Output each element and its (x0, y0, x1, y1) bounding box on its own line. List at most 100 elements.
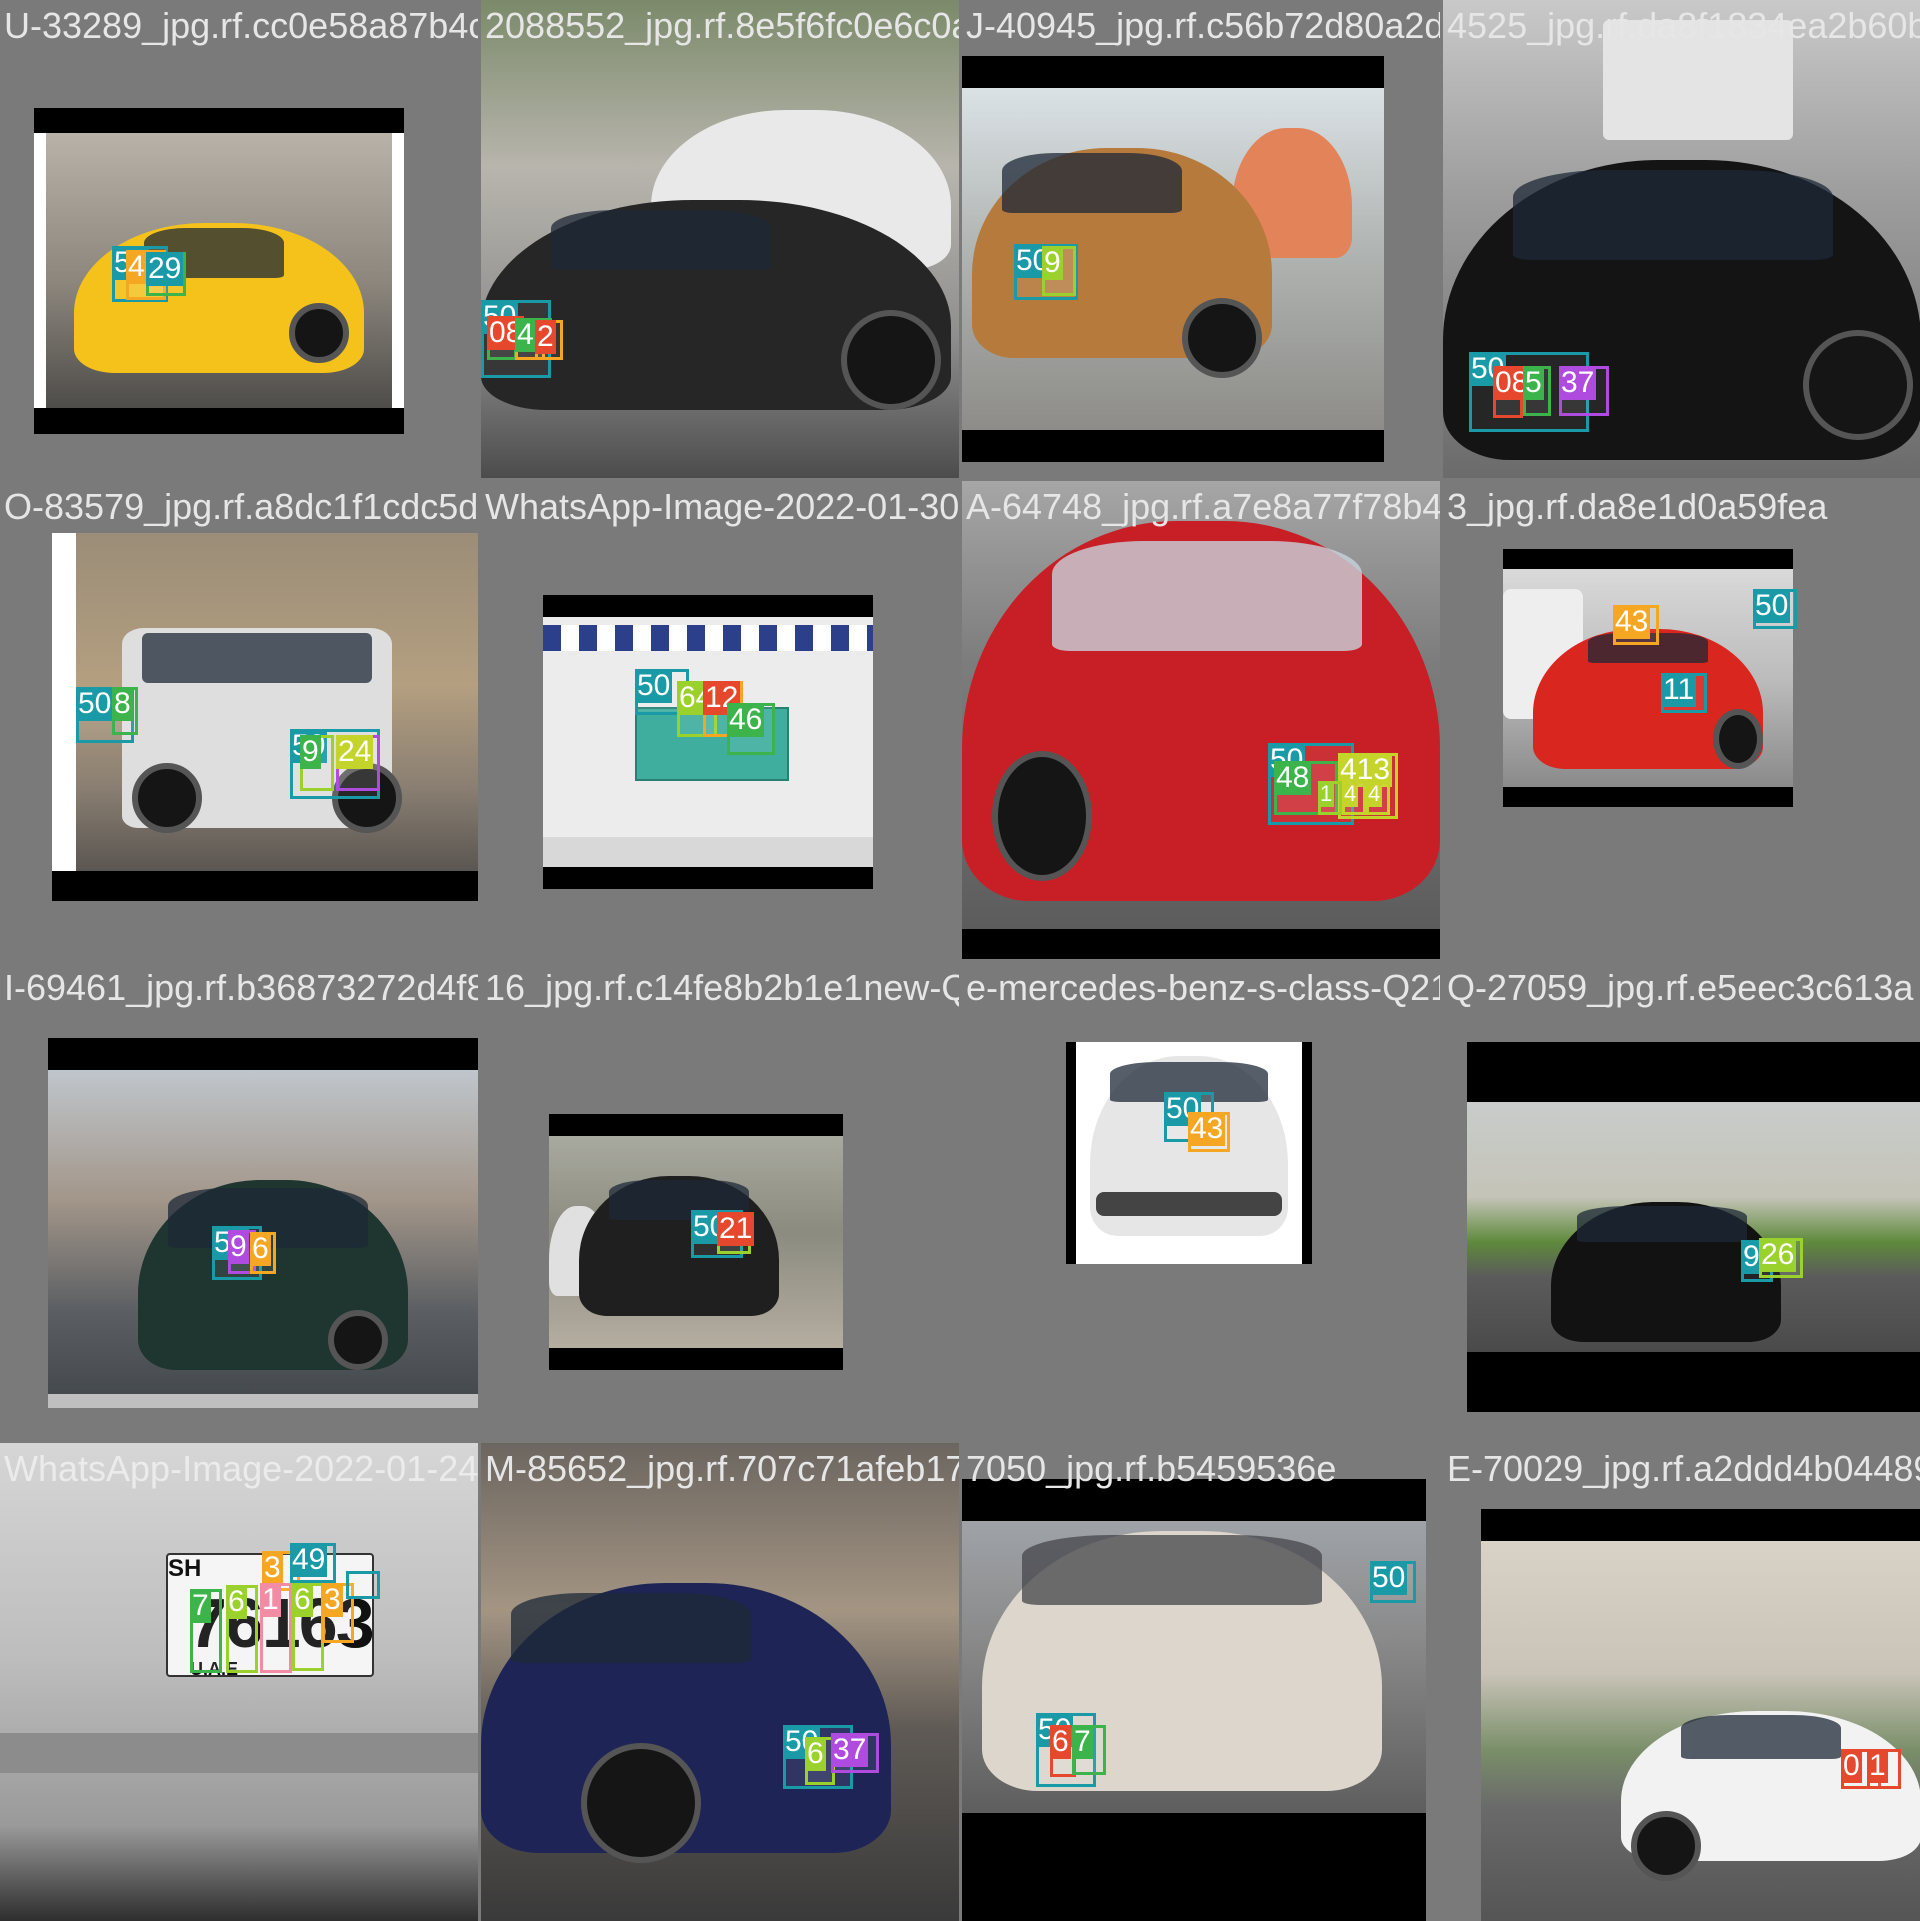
detection-box: 6 (1050, 1725, 1076, 1777)
letterbox-band (962, 929, 1440, 959)
mosaic-cell: 50 43 11 3_jpg.rf.da8e1d0a59fea (1443, 481, 1920, 959)
detection-box: 8 (112, 687, 138, 735)
detection-box: 9 (300, 735, 334, 791)
detection-box: 1 (1867, 1749, 1901, 1789)
white-truck (1603, 20, 1793, 140)
image-filename-label: 2088552_jpg.rf.8e5f6fc0e6c0a4d7bb14994f0… (485, 5, 959, 46)
detection-box: 26 (1759, 1238, 1803, 1278)
mosaic-cell: 50 50 6 7 7050_jpg.rf.b5459536e (962, 1443, 1440, 1921)
letterbox-band (962, 430, 1384, 462)
photo (481, 1443, 959, 1921)
detection-box: 50 (1370, 1561, 1416, 1603)
mosaic-cell: 50 48 413 1 4 4 A-64748_jpg.rf.a7e8a77f7… (962, 481, 1440, 959)
photo (962, 88, 1384, 430)
detection-box: 2 (535, 320, 563, 360)
mosaic-cell: SH 76163 U.A.E 3 49 7 6 1 6 3 WhatsApp-I… (0, 1443, 478, 1921)
detection-box: 50 (1753, 589, 1797, 629)
letterbox-band (1467, 1042, 1920, 1102)
detection-box: 4 (1366, 781, 1390, 815)
mosaic-cell: 50 43 29 U-33289_jpg.rf.cc0e58a87b4c8d5d… (0, 0, 478, 478)
letterbox-band (543, 867, 873, 889)
image-filename-label: A-64748_jpg.rf.a7e8a77f78b43417009b3fd5e… (966, 486, 1440, 527)
letterbox-band (48, 1394, 478, 1408)
photo (962, 1521, 1426, 1813)
detection-box: 11 (1661, 673, 1707, 713)
photo (962, 481, 1440, 929)
image-filename-label: J-40945_jpg.rf.c56b72d80a2d8f82a4c2c5d9f… (966, 5, 1440, 46)
letterbox-band (1302, 1042, 1312, 1264)
mosaic-cell: 50 08 49 2 2088552_jpg.rf.8e5f6fc0e6c0a4… (481, 0, 959, 478)
image-filename-label: WhatsApp-Image-2022-01-30-at-4.44.14-PM (485, 486, 959, 527)
detection-box: 37 (1559, 366, 1609, 416)
detection-box: 43 (1188, 1112, 1230, 1152)
image-filename-label: M-85652_jpg.rf.707c71afeb1703006e8e4d182… (485, 1448, 959, 1489)
detection-box: 21 (717, 1212, 755, 1254)
photo (543, 617, 873, 867)
mosaic-cell: 50 64 12 46 WhatsApp-Image-2022-01-30-at… (481, 481, 959, 959)
image-filename-label: O-83579_jpg.rf.a8dc1f1cdc5d6a3b7b9710a5 (4, 486, 478, 527)
letterbox-band (962, 1479, 1426, 1521)
photo (1481, 1541, 1920, 1921)
letterbox-band (1503, 787, 1793, 807)
detection-box: 6 (292, 1583, 324, 1671)
detection-box: 6 (226, 1585, 258, 1673)
detection-box: 37 (831, 1733, 879, 1773)
detection-box: 46 (727, 703, 775, 755)
photo (1467, 1102, 1920, 1352)
detection-box: 1 (1318, 781, 1342, 815)
mosaic-cell: 50 21 16_jpg.rf.c14fe8b2b1e1new-Q2121600… (481, 962, 959, 1440)
mosaic-cell: 50 08 5 37 4525_jpg.rf.da8f1834ea2b60ba (1443, 0, 1920, 478)
detection-box: 29 (146, 252, 186, 296)
detection-box: 08 (1493, 366, 1531, 418)
mosaic-cell: 0 1 E-70029_jpg.rf.a2ddd4b04489 (1443, 1443, 1920, 1921)
image-filename-label: E-70029_jpg.rf.a2ddd4b04489 (1447, 1448, 1920, 1489)
letterbox-band (34, 108, 404, 136)
detection-box: 5 (1523, 366, 1551, 416)
letterbox-band (1503, 549, 1793, 569)
letterbox-band (543, 595, 873, 617)
detection-box: 7 (190, 1589, 222, 1673)
detection-box: 4 (1342, 781, 1366, 815)
image-filename-label: 3_jpg.rf.da8e1d0a59fea (1447, 486, 1828, 527)
letterbox-band (52, 871, 478, 901)
letterbox-band (962, 1813, 1426, 1921)
mosaic-cell: 50 9 6 I-69461_jpg.rf.b36873272d4f8d2178… (0, 962, 478, 1440)
detection-box: 9 (1042, 246, 1076, 296)
mosaic-cell: 9 26 Q-27059_jpg.rf.e5eec3c613a (1443, 962, 1920, 1440)
mosaic-cell: 50 8 50 9 24 O-83579_jpg.rf.a8dc1f1cdc5d… (0, 481, 478, 959)
letterbox-band (549, 1348, 843, 1370)
image-filename-label: 7050_jpg.rf.b5459536e (966, 1448, 1337, 1489)
detection-box: 43 (1613, 605, 1659, 645)
image-filename-label: 4525_jpg.rf.da8f1834ea2b60ba (1447, 5, 1920, 46)
letterbox-band (962, 56, 1384, 88)
detection-box: 6 (805, 1737, 835, 1785)
mosaic-cell: 50 6 37 M-85652_jpg.rf.707c71afeb1703006… (481, 1443, 959, 1921)
photo (1076, 1042, 1302, 1264)
photo (1503, 569, 1793, 787)
image-filename-label: WhatsApp-Image-2022-01-24-at-11.56.22-AM (4, 1448, 478, 1489)
letterbox-band (1481, 1509, 1920, 1541)
image-filename-label: 16_jpg.rf.c14fe8b2b1e1new-Q2121600-2705f… (485, 967, 959, 1008)
image-filename-label: I-69461_jpg.rf.b36873272d4f8d21784b964ef… (4, 967, 478, 1008)
mosaic-cell: 50 43 e-mercedes-benz-s-class-Q2121600-p… (962, 962, 1440, 1440)
letterbox-band (1066, 1042, 1076, 1264)
photo (34, 133, 404, 409)
detection-box: 1 (260, 1583, 292, 1673)
detection-box: 3 (322, 1583, 354, 1643)
image-filename-label: Q-27059_jpg.rf.e5eec3c613a (1447, 967, 1914, 1008)
detection-box: 24 (336, 735, 380, 791)
plate-code-text: SH (168, 1555, 202, 1582)
detection-box: 6 (250, 1232, 276, 1274)
photo (481, 0, 959, 478)
letterbox-band (48, 1038, 478, 1070)
letterbox-band (34, 408, 404, 434)
detection-box: 49 (290, 1543, 336, 1583)
photo: SH 76163 U.A.E (0, 1443, 478, 1921)
image-filename-label: U-33289_jpg.rf.cc0e58a87b4c8d5d09395b28c… (4, 5, 478, 46)
image-filename-label: e-mercedes-benz-s-class-Q2121600-png.rf.… (966, 967, 1440, 1008)
mosaic-cell: 50 9 J-40945_jpg.rf.c56b72d80a2d8f82a4c2… (962, 0, 1440, 478)
detection-box: 7 (1072, 1725, 1106, 1775)
letterbox-band (1467, 1352, 1920, 1412)
detection-box: 50 (635, 669, 689, 715)
